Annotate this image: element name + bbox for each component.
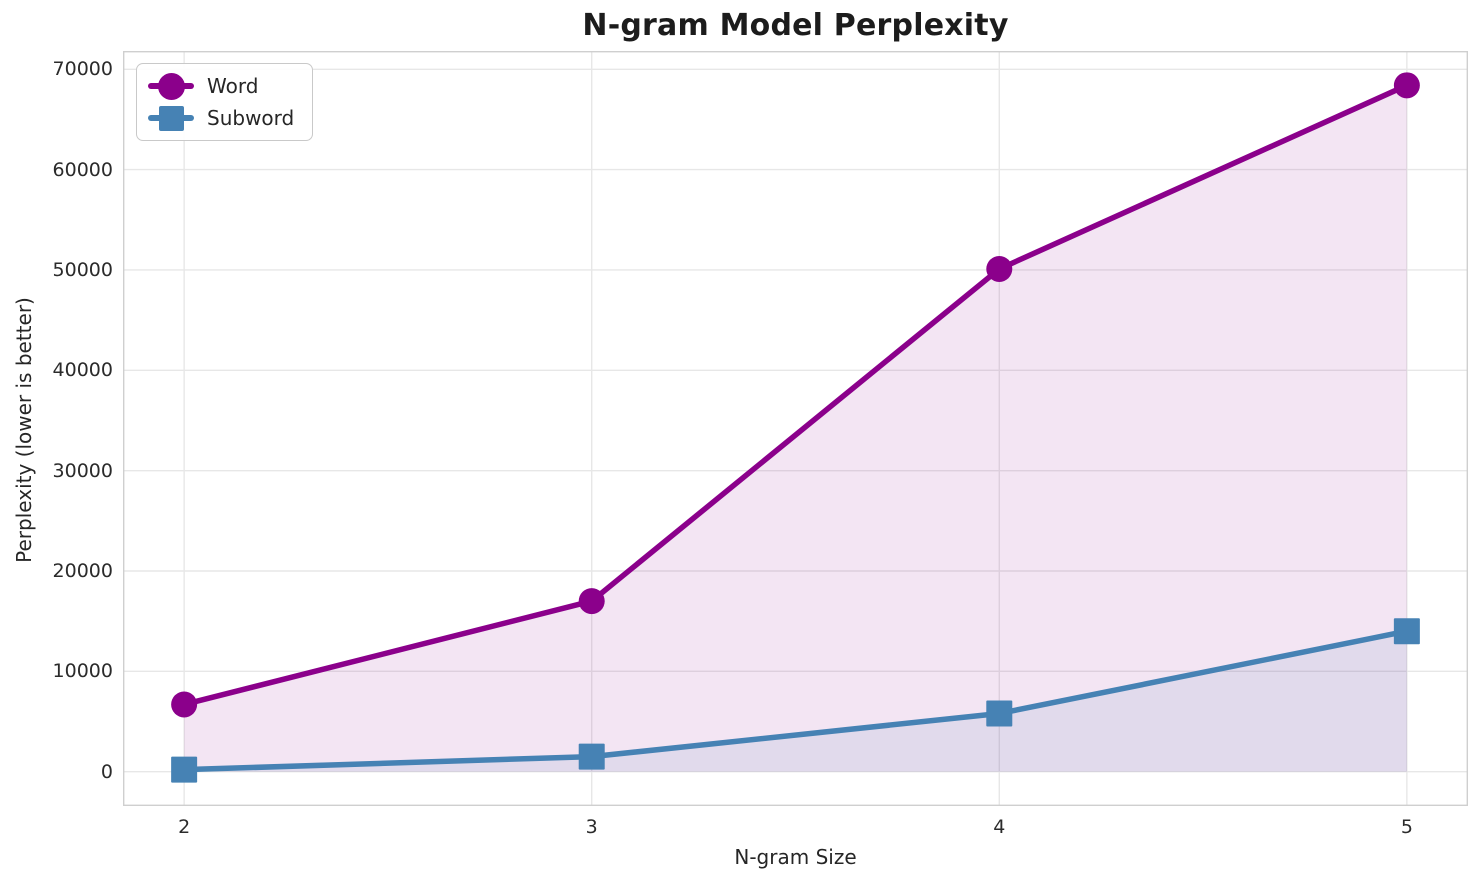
series-word (171, 72, 1420, 718)
x-tick-label: 2 (178, 816, 191, 838)
data-point-marker (578, 743, 605, 770)
data-point-marker (986, 700, 1013, 727)
legend-item-word: Word (148, 71, 294, 101)
y-axis-label: Perplexity (lower is better) (12, 297, 36, 563)
y-tick-label: 60000 (52, 158, 113, 181)
subword-square-icon (158, 105, 184, 131)
x-tick-label: 5 (1400, 816, 1413, 838)
y-tick-label: 70000 (52, 58, 113, 81)
y-tick-label: 10000 (52, 660, 113, 683)
data-point-marker (171, 756, 198, 783)
x-tick-label: 3 (585, 816, 598, 838)
series-subword (171, 618, 1420, 783)
plot-border (123, 51, 1468, 806)
plot-area: Word Subword (123, 51, 1468, 806)
y-tick-label: 0 (100, 760, 113, 783)
data-point-marker (1393, 72, 1420, 99)
chart-title: N-gram Model Perplexity (582, 8, 1009, 43)
y-tick-label: 50000 (52, 258, 113, 281)
legend-label-subword: Subword (207, 106, 295, 130)
subword-line (181, 628, 1410, 773)
area-fill-word (184, 85, 1407, 772)
y-tick-label: 40000 (52, 359, 113, 382)
x-axis-label: N-gram Size (734, 845, 857, 869)
gridlines (123, 51, 1468, 806)
data-point-marker (986, 255, 1013, 282)
legend: Word Subword (136, 63, 314, 141)
y-tick-label: 30000 (52, 459, 113, 482)
word-marker-sample (148, 72, 194, 100)
x-tick-label: 4 (993, 816, 1006, 838)
word-circle-icon (157, 72, 185, 100)
area-fill-subword (184, 631, 1407, 772)
legend-label-word: Word (207, 74, 259, 98)
legend-item-subword: Subword (148, 103, 294, 133)
data-point-marker (1393, 618, 1420, 645)
subword-marker-sample (148, 104, 194, 132)
y-tick-label: 20000 (52, 559, 113, 582)
data-point-marker (171, 691, 198, 718)
chart-canvas (123, 51, 1468, 806)
data-point-marker (578, 588, 605, 615)
word-line (181, 82, 1410, 708)
